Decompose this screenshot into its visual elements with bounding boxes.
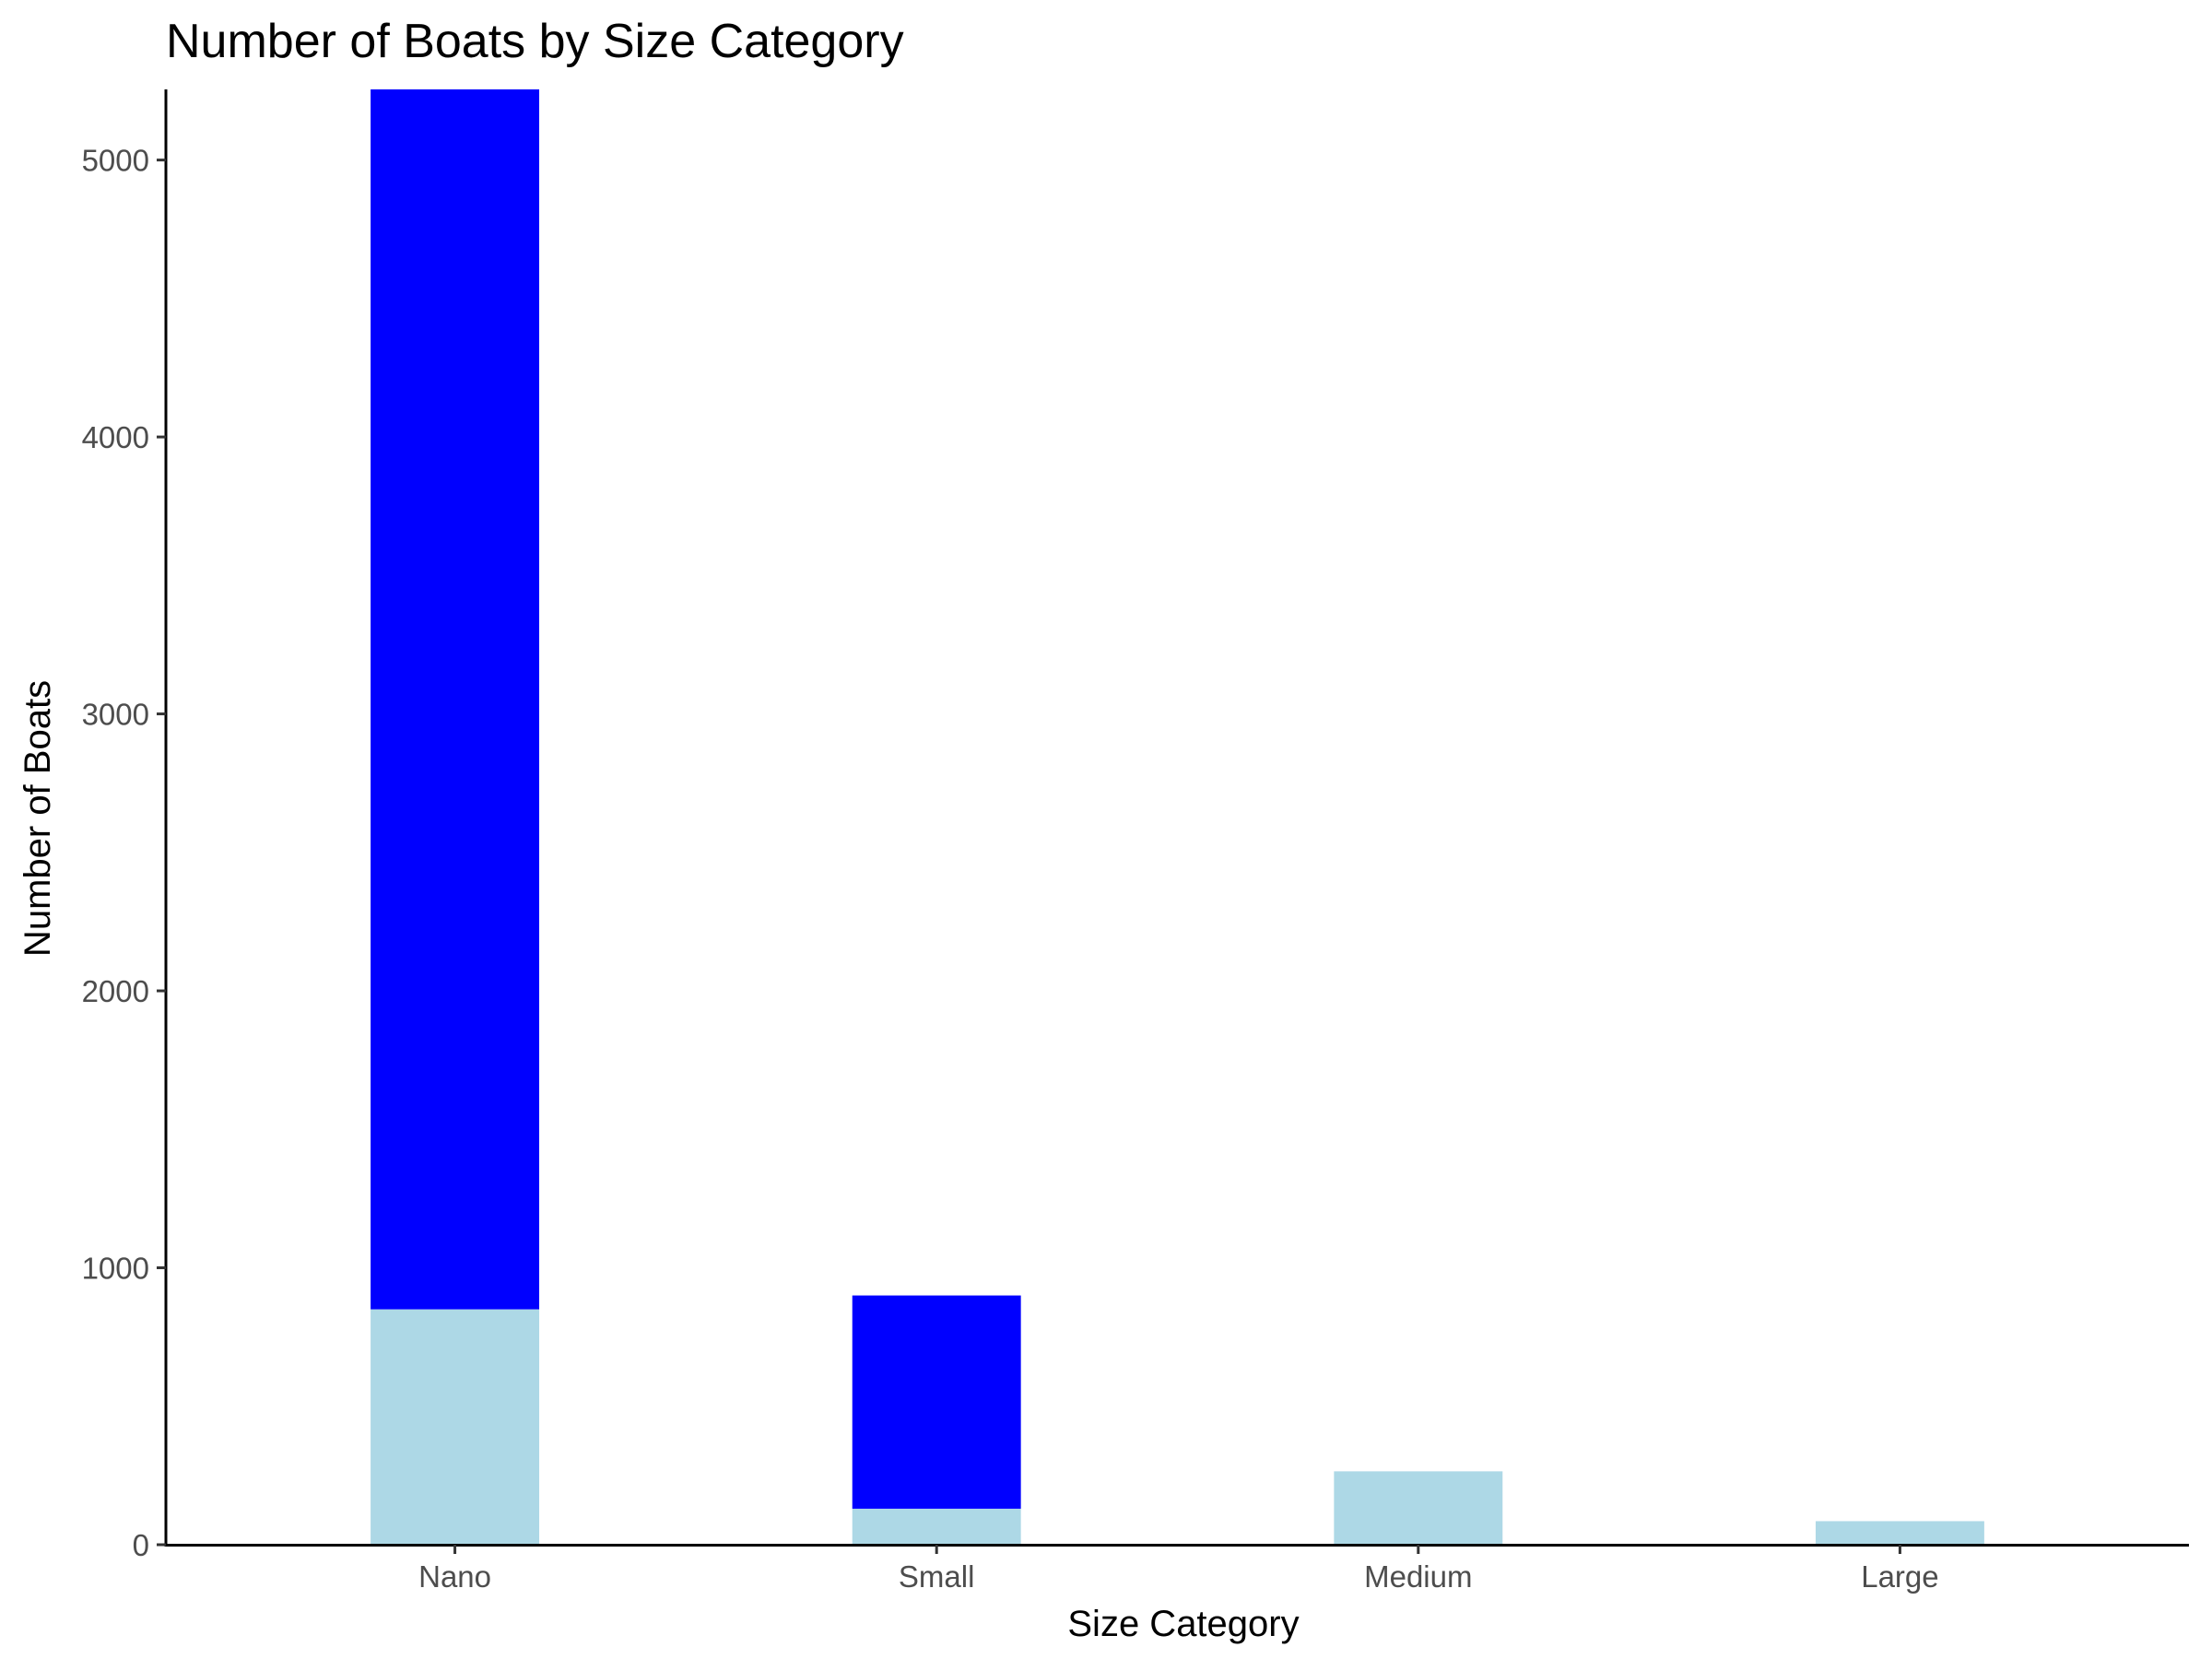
x-tick-label: Small xyxy=(899,1559,975,1594)
y-axis-title: Number of Boats xyxy=(18,680,58,957)
y-tick-label: 3000 xyxy=(82,698,149,732)
bar-small-segment-2 xyxy=(852,1295,1021,1509)
y-tick-label: 0 xyxy=(133,1528,149,1562)
chart-title: Number of Boats by Size Category xyxy=(166,15,904,68)
bar-nano-segment-2 xyxy=(371,89,540,1310)
y-tick-label: 1000 xyxy=(82,1252,149,1286)
y-ticks-group: 0 1000 2000 3000 4000 5000 xyxy=(82,144,166,1562)
x-tick-label: Large xyxy=(1861,1559,1938,1594)
x-ticks-group: Nano Small Medium Large xyxy=(418,1545,1939,1594)
bar-medium-segment-1 xyxy=(1334,1471,1503,1545)
x-tick-label: Medium xyxy=(1364,1559,1472,1594)
x-axis-title: Size Category xyxy=(1067,1604,1299,1644)
x-tick-label: Nano xyxy=(418,1559,491,1594)
bars-group xyxy=(371,89,1984,1545)
bar-large-segment-1 xyxy=(1815,1521,1984,1545)
y-tick-label: 4000 xyxy=(82,420,149,454)
bar-small-segment-1 xyxy=(852,1508,1021,1545)
y-tick-label: 2000 xyxy=(82,974,149,1008)
bar-nano-segment-1 xyxy=(371,1309,540,1545)
y-tick-label: 5000 xyxy=(82,144,149,178)
